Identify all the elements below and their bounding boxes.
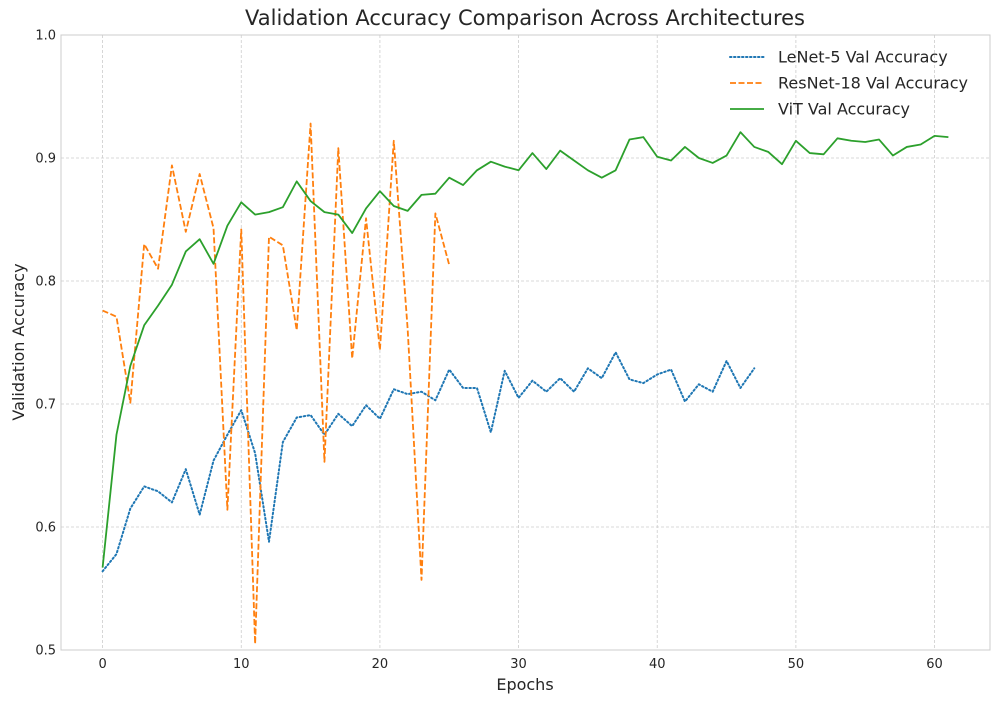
legend-label-2: ViT Val Accuracy	[778, 100, 910, 119]
y-tick-label: 0.9	[35, 152, 56, 167]
x-tick-label: 40	[649, 657, 666, 672]
x-tick-label: 30	[510, 657, 527, 672]
x-tick-label: 0	[98, 657, 106, 672]
y-tick-label: 0.7	[35, 398, 56, 413]
chart-title: Validation Accuracy Comparison Across Ar…	[245, 6, 805, 30]
legend-label-0: LeNet-5 Val Accuracy	[778, 48, 948, 67]
x-axis-label: Epochs	[496, 675, 553, 694]
y-tick-label: 0.5	[35, 644, 56, 659]
x-tick-label: 10	[233, 657, 250, 672]
x-tick-label: 60	[926, 657, 943, 672]
series-line-1	[102, 122, 451, 645]
x-axis-ticks: 0 10 20 30 40 50 60	[98, 657, 942, 672]
y-axis-label: Validation Accuracy	[9, 263, 28, 420]
series-lines	[101, 122, 949, 645]
y-tick-label: 0.6	[35, 521, 56, 536]
y-axis-ticks: 0.5 0.6 0.7 0.8 0.9 1.0	[35, 29, 56, 659]
series-line-2	[101, 131, 949, 568]
x-tick-label: 20	[372, 657, 389, 672]
x-tick-label: 50	[788, 657, 805, 672]
plot-area-frame	[60, 34, 991, 651]
legend-label-1: ResNet-18 Val Accuracy	[778, 74, 968, 93]
y-tick-label: 0.8	[35, 275, 56, 290]
legend: LeNet-5 Val Accuracy ResNet-18 Val Accura…	[729, 48, 968, 119]
y-tick-label: 1.0	[35, 29, 56, 44]
